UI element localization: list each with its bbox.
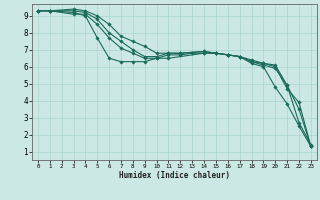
- X-axis label: Humidex (Indice chaleur): Humidex (Indice chaleur): [119, 171, 230, 180]
